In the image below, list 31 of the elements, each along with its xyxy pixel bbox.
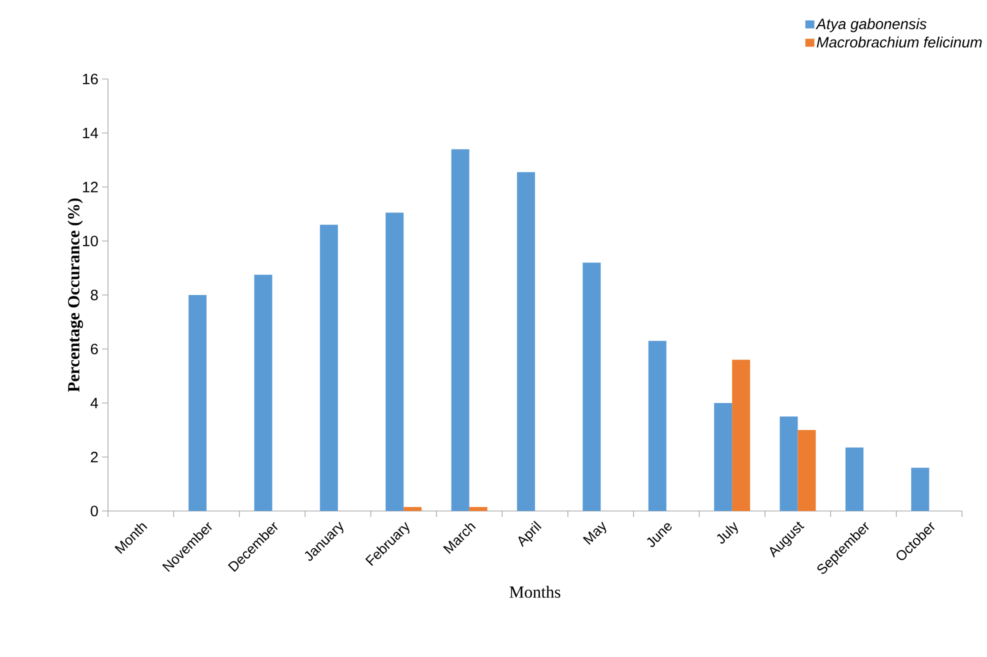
bar <box>517 172 536 511</box>
bar <box>320 224 338 511</box>
y-tick-label: 2 <box>90 452 98 462</box>
bar <box>188 294 207 511</box>
bar <box>911 468 930 511</box>
y-tick-label: 4 <box>90 398 98 408</box>
x-tick-label: May <box>582 522 606 545</box>
y-tick-label: 14 <box>83 128 98 138</box>
bar <box>648 340 666 511</box>
x-tick-label: July <box>716 522 738 544</box>
bar <box>386 212 404 511</box>
bar <box>780 416 798 511</box>
bar <box>254 274 272 511</box>
y-tick-label: 6 <box>90 344 98 354</box>
bar <box>714 403 732 511</box>
bar <box>798 430 816 511</box>
x-axis-title: Months <box>510 586 560 598</box>
legend-label: Macrobrachium felicinum <box>816 36 982 48</box>
y-tick-label: 16 <box>83 74 98 84</box>
bar <box>732 360 750 511</box>
legend-label: Atya gabonensis <box>816 18 926 32</box>
bar <box>582 262 601 511</box>
y-tick-label: 12 <box>83 182 98 192</box>
y-tick-label: 10 <box>83 236 98 246</box>
bar <box>845 448 864 511</box>
y-tick-label: 8 <box>90 290 98 300</box>
y-tick-label: 0 <box>90 506 98 516</box>
y-axis-title: Percentage Occurance (%) <box>68 198 84 392</box>
bar <box>404 506 422 511</box>
bar <box>469 506 488 511</box>
bar <box>451 149 470 511</box>
